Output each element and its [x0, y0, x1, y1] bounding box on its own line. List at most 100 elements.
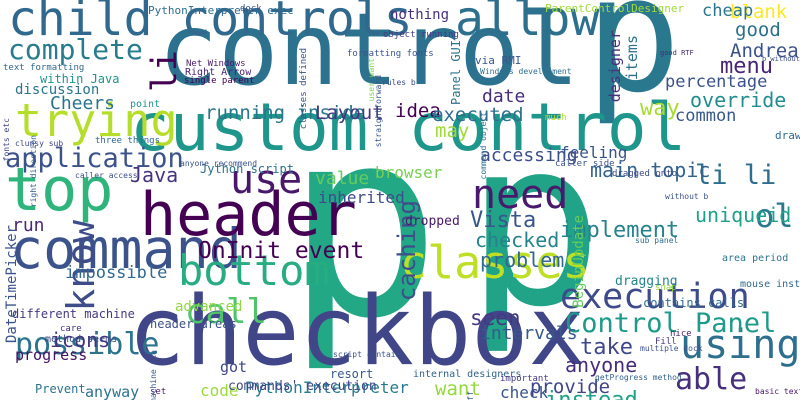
- word: snap: [655, 283, 677, 293]
- word: resort: [330, 367, 374, 381]
- word: command object: [479, 112, 488, 180]
- word: anyway: [85, 383, 140, 400]
- word: main topic: [590, 158, 711, 182]
- word: bottom: [178, 246, 330, 295]
- word: p: [585, 0, 682, 128]
- word: progress: [15, 346, 88, 364]
- word: accessing: [480, 145, 578, 166]
- word: execution: [560, 277, 750, 317]
- word: code: [200, 381, 239, 400]
- word: nothing: [390, 7, 450, 23]
- word: header areas: [150, 317, 237, 331]
- word: dragging: [615, 274, 678, 289]
- word: executed: [432, 104, 524, 126]
- word: caller side: [555, 159, 615, 169]
- word: Right Arrow: [185, 67, 252, 78]
- word: control: [158, 0, 580, 108]
- word: cheap: [702, 1, 754, 21]
- word: different machine: [12, 307, 135, 321]
- word: basic text: [755, 387, 800, 396]
- word: way: [640, 96, 680, 121]
- word: idea: [395, 100, 441, 122]
- word: Jython script: [200, 162, 294, 176]
- word: inherited: [318, 188, 405, 207]
- word: items: [623, 35, 641, 81]
- word: Prevent: [35, 382, 86, 396]
- word: clumsy sub: [15, 139, 64, 148]
- word: date: [482, 86, 526, 107]
- word: designer: [606, 30, 624, 103]
- word: ol: [755, 197, 794, 235]
- word: take: [580, 335, 633, 360]
- word: PythonInterpreter exec: [148, 4, 294, 17]
- word: common: [675, 106, 737, 126]
- word: formatting fonts: [347, 49, 434, 59]
- word: Cheers: [50, 93, 116, 114]
- word: instead: [545, 390, 638, 400]
- word: advanced: [175, 299, 243, 315]
- word: right direction: [29, 135, 38, 208]
- word: browser: [375, 163, 443, 182]
- word: Andreas: [730, 40, 800, 62]
- word: dock: [240, 4, 262, 14]
- word: anyone: [565, 353, 638, 377]
- word: p: [285, 74, 442, 376]
- word: run: [12, 215, 45, 236]
- word: need: [472, 172, 569, 218]
- word: script contains: [333, 350, 406, 359]
- word: header: [140, 180, 357, 250]
- word: Control Panel: [565, 308, 777, 339]
- word: getProgress method: [595, 373, 682, 382]
- word: point: [130, 99, 161, 110]
- word: care: [60, 324, 82, 334]
- word: check: [500, 383, 549, 400]
- word: PythonInterpreter: [245, 378, 409, 397]
- word: anyone recommend: [180, 159, 258, 168]
- word: got: [220, 358, 248, 376]
- word: complete: [8, 33, 143, 66]
- word: running inside: [205, 102, 366, 124]
- word: blank: [730, 1, 788, 23]
- word: BeginUpdate: [571, 215, 587, 308]
- word: impossible: [65, 263, 168, 283]
- word: using: [680, 322, 800, 368]
- word: object running: [383, 30, 459, 40]
- word: percentage: [665, 72, 768, 92]
- word: able: [675, 362, 748, 397]
- word: allow: [455, 0, 600, 47]
- word: discussion: [15, 82, 100, 98]
- word: possible: [15, 327, 160, 362]
- word: Layout: [315, 102, 384, 124]
- word: commands' execution: [228, 379, 377, 394]
- word: good: [735, 19, 781, 41]
- word: rules b: [382, 78, 416, 87]
- word: sub panel: [635, 236, 679, 245]
- word: Fill: [655, 337, 677, 347]
- word: Vista: [470, 208, 537, 233]
- word: seen: [470, 306, 521, 330]
- word: ParentControlDesigner: [545, 2, 685, 15]
- word: feeling: [560, 143, 628, 162]
- word: straightforward: [374, 75, 383, 148]
- word: intervals: [480, 323, 578, 344]
- word: parent stuff: [466, 391, 475, 400]
- word: call: [185, 292, 267, 332]
- word: implement: [560, 218, 680, 243]
- word: want: [435, 378, 481, 400]
- word: checkbox: [128, 277, 586, 387]
- word: top: [5, 155, 114, 225]
- word: classes: [400, 236, 590, 289]
- word: fonts etc: [2, 118, 11, 162]
- word: good RTF: [660, 49, 694, 57]
- word: checked: [475, 228, 560, 252]
- word: provide: [530, 376, 611, 398]
- word: b without: [762, 55, 800, 63]
- word: li li: [695, 160, 777, 191]
- word: child controls: [8, 0, 413, 47]
- word: much: [545, 113, 567, 123]
- word: Windows development: [480, 67, 572, 76]
- word: method seems: [45, 334, 118, 345]
- word: problem: [480, 248, 565, 272]
- word: nice: [670, 329, 692, 339]
